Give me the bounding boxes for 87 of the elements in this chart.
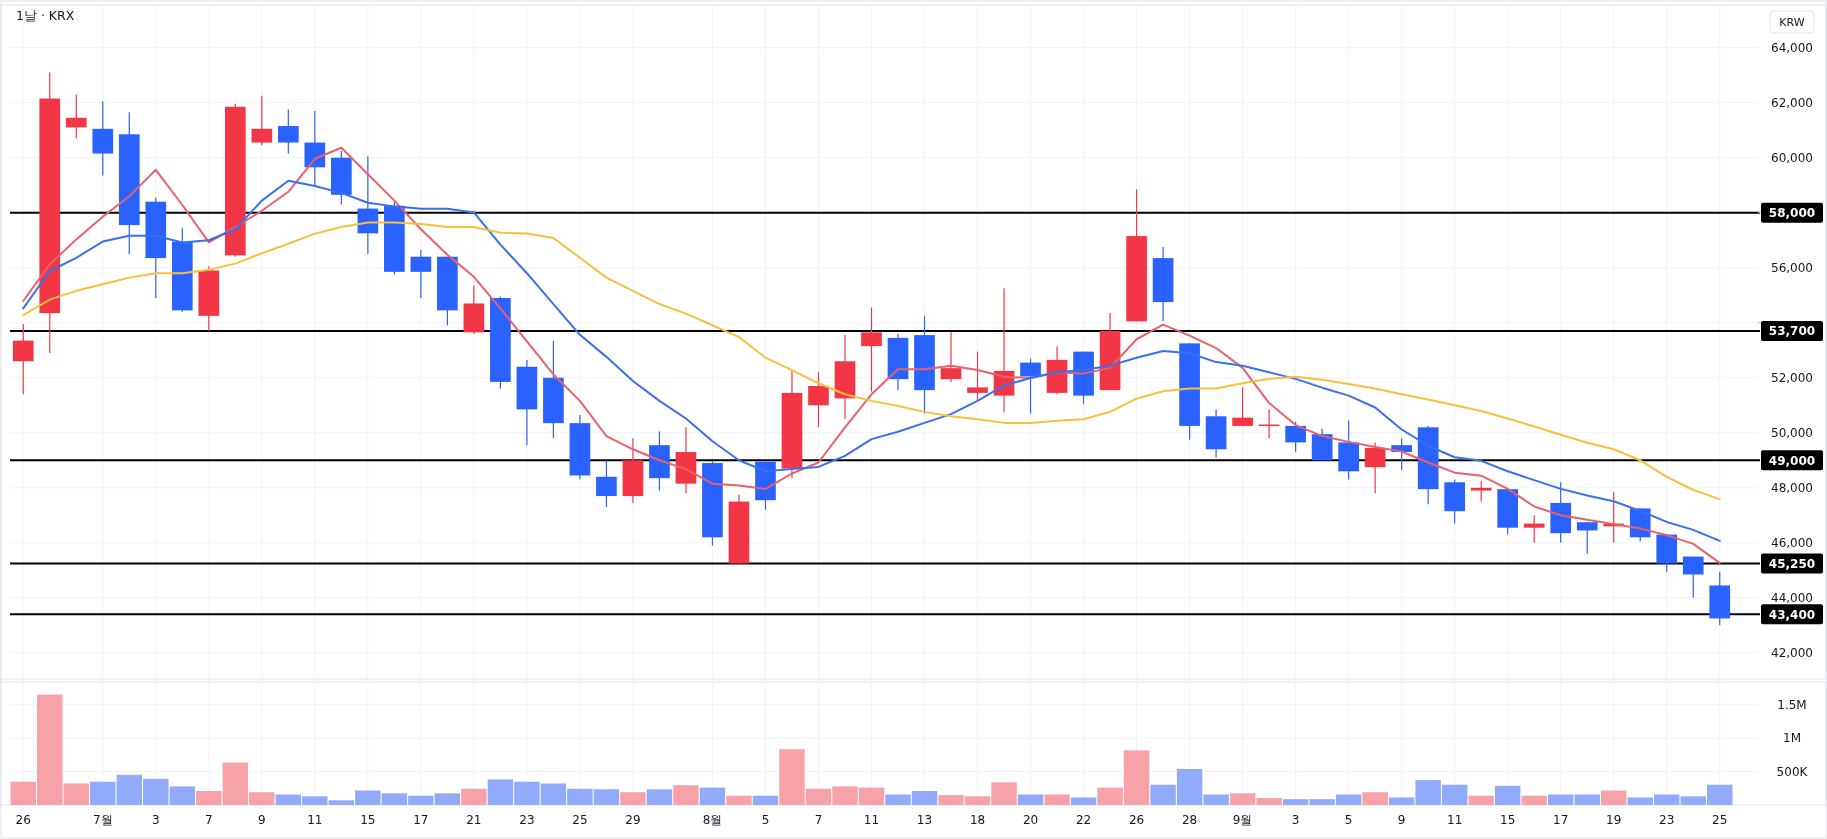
- x-tick-label: 7: [814, 813, 823, 827]
- candlestick: [596, 459, 617, 508]
- x-tick-label: 9: [1397, 813, 1406, 827]
- y-tick-label: 1.5M: [1777, 697, 1807, 712]
- bar: [1521, 795, 1547, 805]
- candlestick: [277, 108, 299, 155]
- y-tick-label: 64,000: [1771, 40, 1813, 55]
- x-tick-label: 17: [413, 813, 429, 827]
- x-tick-label: 9: [258, 813, 266, 827]
- candlestick: [12, 323, 34, 395]
- candlestick: [251, 95, 273, 146]
- x-tick-label: 11: [307, 813, 323, 827]
- candlestick: [1020, 357, 1041, 415]
- x-tick-label: 5: [1344, 813, 1353, 827]
- x-tick-label: 19: [1606, 813, 1622, 827]
- candlestick: [1285, 421, 1306, 453]
- y-tick-label: 60,000: [1771, 150, 1813, 165]
- ref-line-label: 53,700: [1768, 324, 1816, 339]
- bar: [1494, 785, 1521, 805]
- x-tick-label: 26: [15, 813, 31, 827]
- y-tick-label: 52,000: [1771, 370, 1813, 385]
- x-tick-label: 22: [1075, 813, 1092, 827]
- x-tick-label: 21: [466, 813, 482, 827]
- x-tick-label: 18: [969, 813, 986, 827]
- x-tick-label: 9월: [1232, 813, 1253, 827]
- candlestick: [1523, 514, 1545, 544]
- candlestick: [1232, 386, 1253, 427]
- candlestick: [808, 371, 829, 428]
- candlestick: [861, 307, 882, 393]
- x-tick-label: 17: [1553, 813, 1569, 827]
- bar: [699, 787, 726, 805]
- ref-line-label: 43,400: [1768, 607, 1816, 622]
- x-tick-label: 8월: [702, 813, 723, 827]
- candlestick: [940, 331, 962, 383]
- bar: [1600, 790, 1627, 805]
- bar: [1468, 795, 1494, 805]
- x-tick-label: 7: [204, 813, 213, 827]
- bar: [1070, 797, 1097, 805]
- candlestick: [1470, 480, 1492, 503]
- y-tick-label: 48,000: [1771, 480, 1813, 495]
- y-tick-label: 42,000: [1771, 645, 1813, 660]
- ref-line-label: 45,250: [1768, 556, 1816, 571]
- x-tick-label: 25: [572, 813, 588, 827]
- bar: [673, 785, 699, 805]
- candlestick: [1682, 555, 1704, 599]
- bar: [752, 795, 779, 805]
- x-tick-label: 15: [1500, 813, 1516, 827]
- x-tick-label: 3: [151, 813, 160, 827]
- x-tick-label: 11: [1447, 813, 1463, 827]
- chart-title: 1날 · KRX: [16, 8, 75, 23]
- y-axis-title: KRW: [1779, 16, 1805, 29]
- candlestick: [65, 93, 87, 140]
- bar: [1044, 794, 1070, 805]
- x-tick-label: 11: [863, 813, 880, 827]
- x-tick-label: 20: [1022, 813, 1039, 827]
- ref-line-label: 49,000: [1768, 453, 1816, 468]
- bar: [646, 789, 673, 805]
- line-series: [22, 221, 1721, 501]
- y-tick-label: 56,000: [1771, 260, 1813, 275]
- bar: [461, 788, 487, 805]
- bar: [726, 795, 752, 805]
- bar: [1017, 794, 1044, 805]
- bar: [1362, 792, 1388, 805]
- candlestick: [967, 351, 988, 401]
- x-tick-label: 23: [519, 813, 535, 827]
- x-tick-label: 15: [360, 813, 376, 827]
- y-tick-label: 50,000: [1771, 425, 1813, 440]
- x-tick-label: 7월: [92, 813, 113, 827]
- x-tick-label: 26: [1128, 813, 1145, 827]
- bar: [620, 792, 646, 805]
- x-tick-label: 3: [1291, 813, 1300, 827]
- x-tick-label: 25: [1712, 813, 1728, 827]
- candlestick: [410, 249, 432, 299]
- y-tick-label: 1M: [1783, 731, 1801, 746]
- y-tick-label: 44,000: [1771, 590, 1813, 605]
- y-tick-label: 62,000: [1771, 95, 1813, 110]
- bar: [63, 783, 89, 805]
- candlestick: [1576, 521, 1598, 555]
- y-tick-label: 500K: [1776, 764, 1809, 779]
- x-tick-label: 28: [1181, 813, 1198, 827]
- x-tick-label: 5: [761, 813, 770, 827]
- x-tick-label: 23: [1659, 813, 1675, 827]
- x-tick-label: 29: [625, 813, 641, 827]
- ref-line-label: 58,000: [1768, 206, 1816, 221]
- y-tick-label: 46,000: [1771, 535, 1813, 550]
- candlestick: [1364, 441, 1386, 494]
- x-tick-label: 13: [916, 813, 933, 827]
